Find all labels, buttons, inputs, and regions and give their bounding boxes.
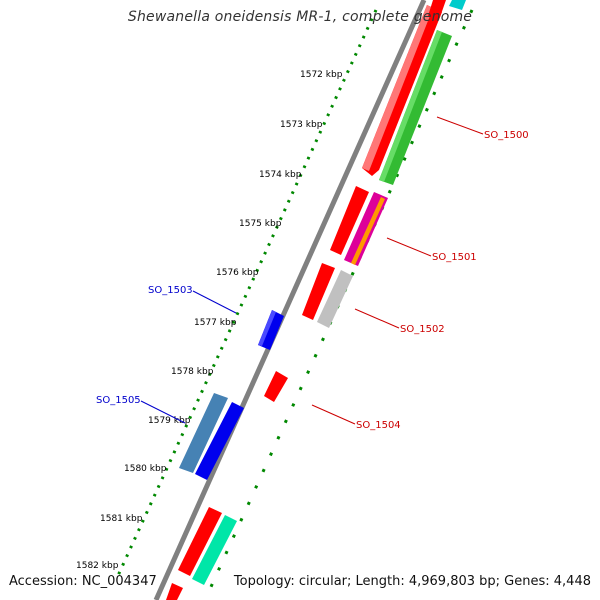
gene-stripe-orange: [351, 197, 385, 265]
gene-label-so-1501: SO_1501: [432, 252, 477, 263]
gene-arrow-blue: [258, 310, 284, 350]
topology-text: Topology: circular; Length: 4,969,803 bp…: [233, 574, 591, 589]
callout-line: [386, 237, 432, 257]
gene-arrow-teal: [192, 515, 237, 585]
gene-arrow-blue-highlight: [258, 310, 276, 346]
ruler-tick-label: 1574 kbp: [259, 170, 302, 180]
callout-line: [436, 116, 484, 135]
forward-strand-features: [192, 0, 466, 585]
gene-arrow-cyan: [449, 0, 466, 10]
ruler-tick-label: 1578 kbp: [171, 367, 214, 377]
ruler-tick-label: 1579 kbp: [148, 416, 191, 426]
ruler-tick-label: 1581 kbp: [100, 514, 143, 524]
gene-arrow-red: [264, 371, 288, 402]
ruler-ticks: 1572 kbp 1573 kbp 1574 kbp 1575 kbp 1576…: [76, 70, 343, 571]
callout-line: [354, 308, 400, 329]
ruler-tick-label: 1577 kbp: [194, 318, 237, 328]
callout-line: [192, 290, 237, 314]
callout-line: [140, 400, 186, 424]
gene-label-so-1503: SO_1503: [148, 285, 193, 296]
accession-text: Accession: NC_004347: [9, 574, 157, 589]
ruler-tick-label: 1575 kbp: [239, 219, 282, 229]
ruler-tick-label: 1576 kbp: [216, 268, 259, 278]
ruler-tick-label: 1573 kbp: [280, 120, 323, 130]
gene-arrow-red: [178, 507, 222, 576]
gene-arrow-steelblue: [179, 393, 228, 473]
map-title: Shewanella oneidensis MR-1, complete gen…: [127, 9, 473, 25]
gene-label-so-1502: SO_1502: [400, 324, 445, 335]
callout-line: [311, 404, 356, 425]
gene-arrow-red: [428, 0, 446, 20]
gene-arrow-red: [330, 186, 369, 255]
gene-arrow-blue: [195, 402, 244, 480]
callout-lines: [140, 116, 484, 425]
gene-arrow-red-highlight: [362, 5, 433, 171]
ruler-tick-label: 1572 kbp: [300, 70, 343, 80]
genome-backbone: [153, 0, 427, 600]
gene-label-so-1504: SO_1504: [356, 420, 401, 431]
ruler-tick-label: 1582 kbp: [76, 561, 119, 571]
reverse-strand-features: [166, 5, 442, 600]
gene-labels: SO_1500 SO_1501 SO_1502 SO_1504 SO_1503 …: [96, 130, 529, 431]
gene-arrow-gray: [317, 270, 353, 328]
gene-label-so-1500: SO_1500: [484, 130, 529, 141]
gene-arrow-red: [302, 263, 335, 320]
gene-label-so-1505: SO_1505: [96, 395, 141, 406]
ruler-tick-label: 1580 kbp: [124, 464, 167, 474]
gene-arrow-green-highlight: [379, 30, 442, 182]
gene-arrow-red: [166, 583, 183, 600]
